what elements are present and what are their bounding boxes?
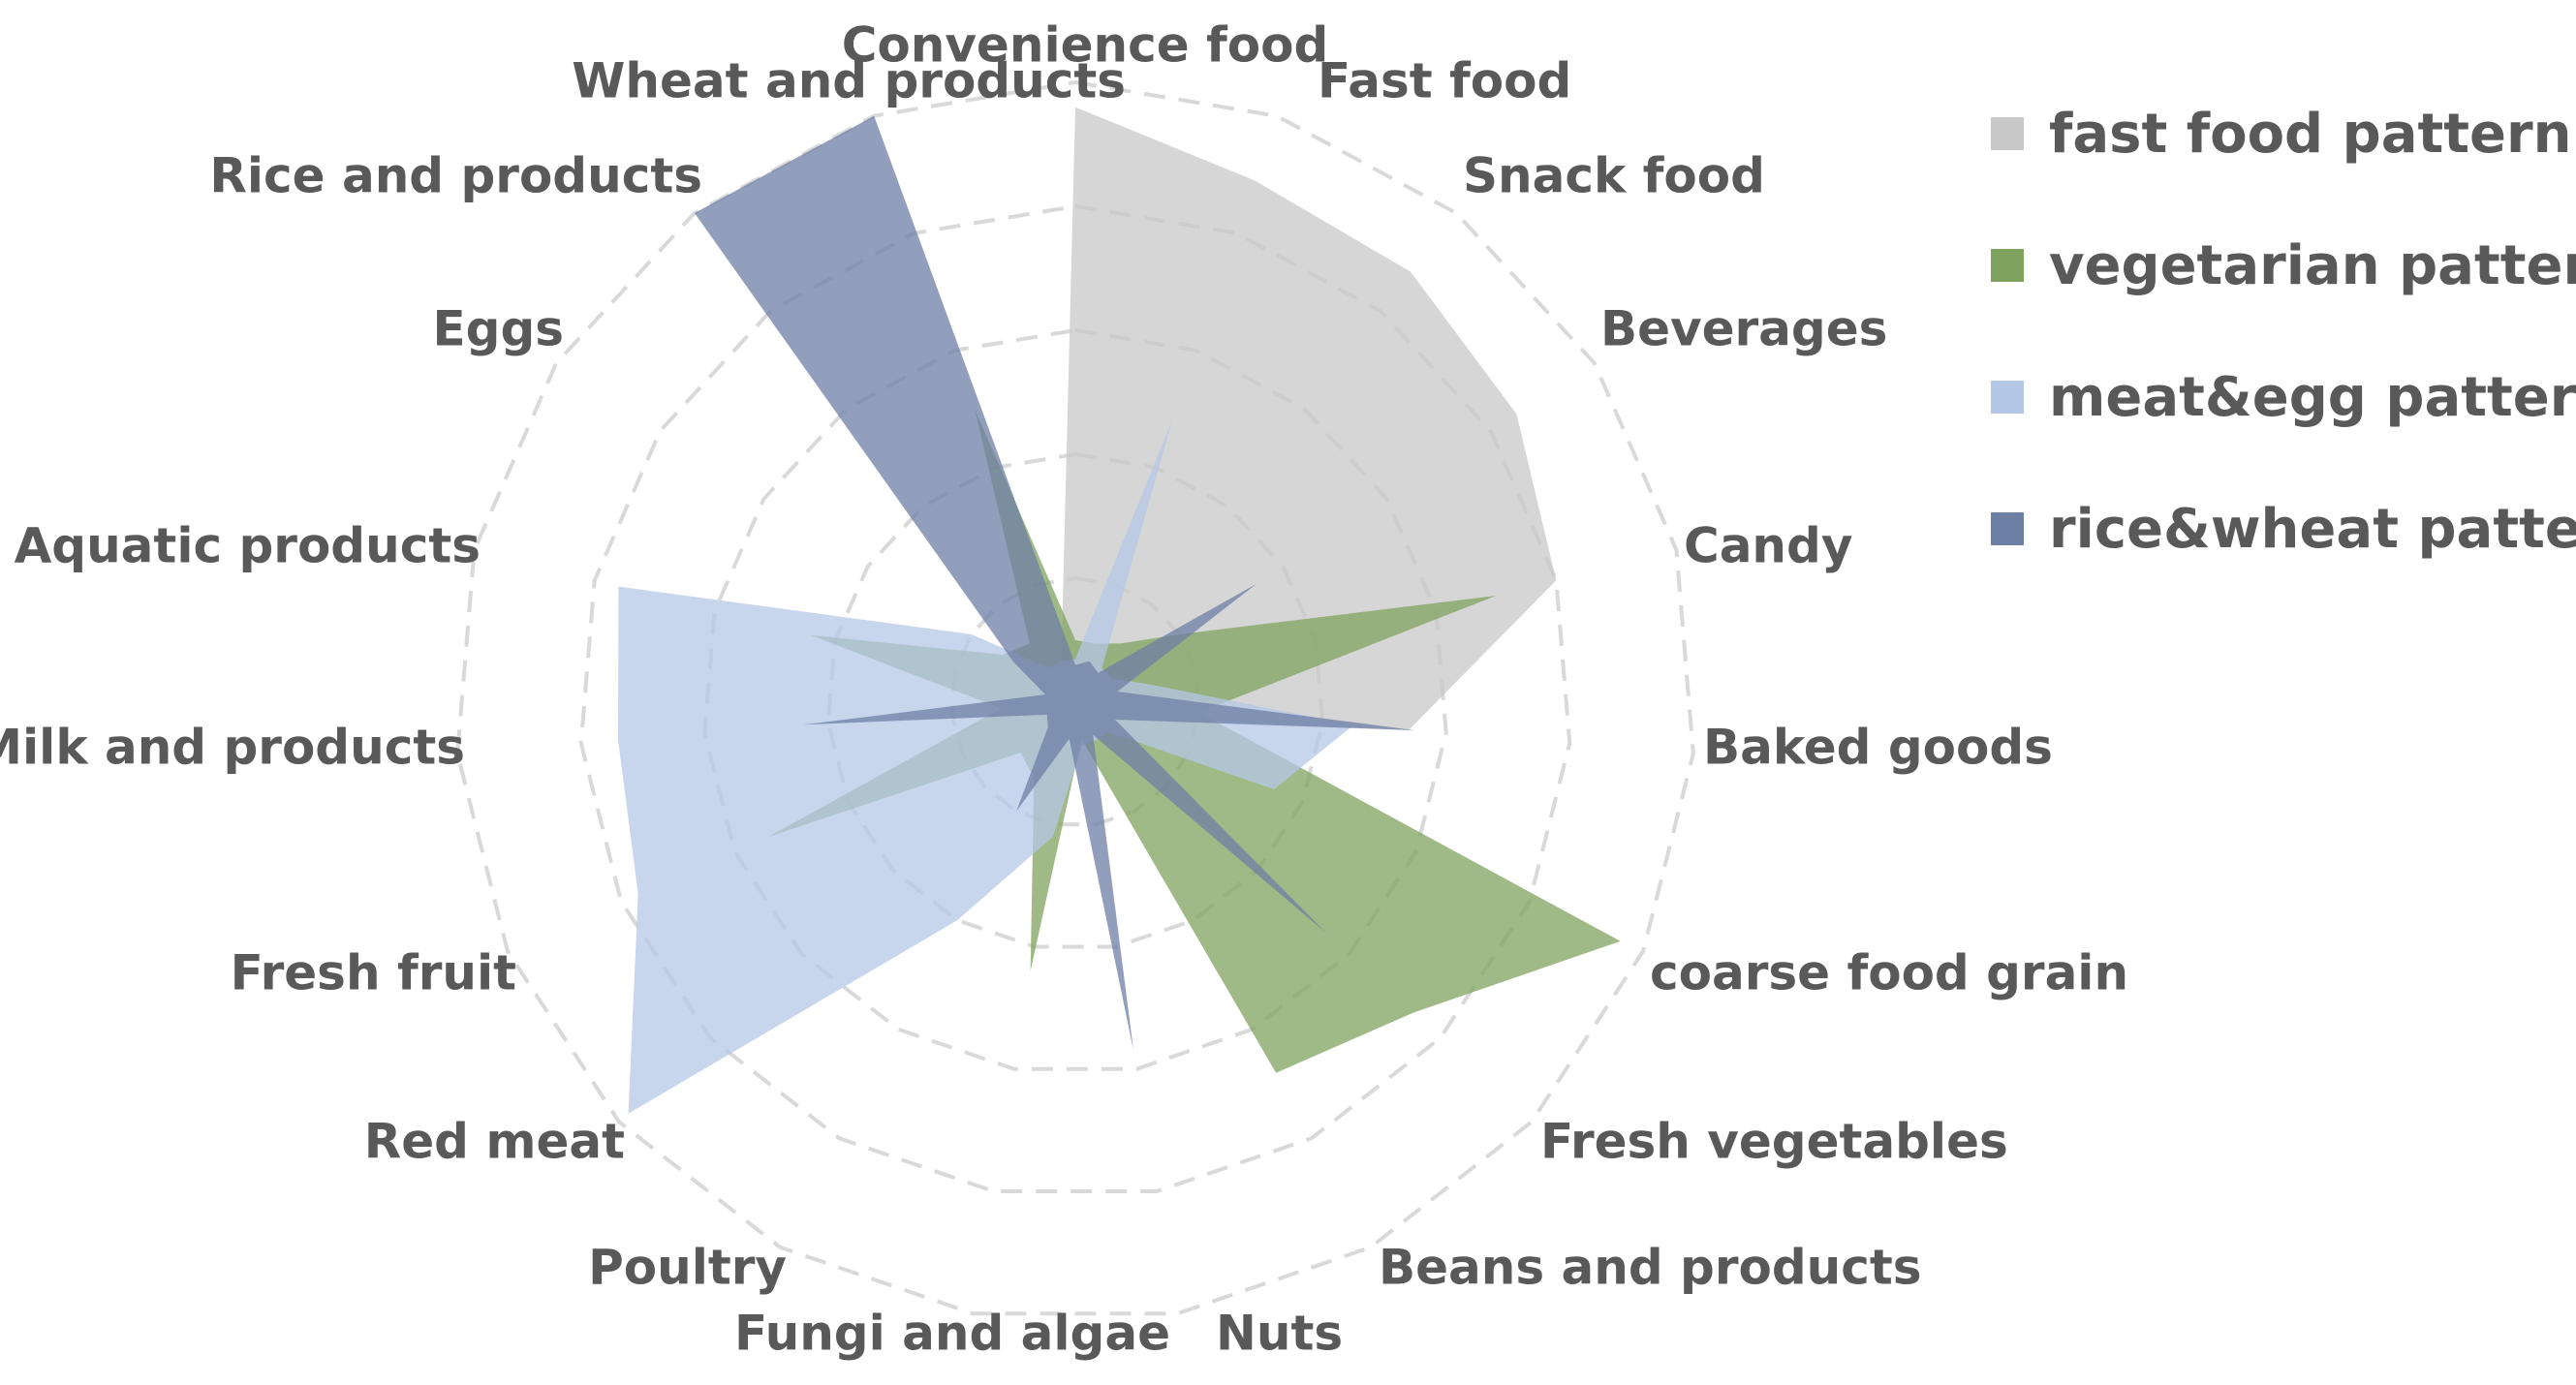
category-label-wheat-and-products: Wheat and products (572, 53, 1126, 109)
category-label-beans-and-products: Beans and products (1379, 1240, 1922, 1296)
grid-ring-5 (455, 79, 1695, 1316)
legend-label: meat&egg pattern (2049, 365, 2576, 429)
series-area-meat-and-egg-pattern (618, 420, 1354, 1114)
category-label-convenience-food: Convenience food (842, 17, 1329, 74)
legend-label: fast food pattern (2049, 102, 2572, 166)
legend-swatch (1991, 512, 2024, 545)
category-label-baked-goods: Baked goods (1703, 720, 2053, 776)
category-label-candy: Candy (1684, 518, 1852, 574)
legend-item-fast-food-pattern: fast food pattern (1991, 68, 2576, 200)
legend-swatch (1991, 117, 2024, 150)
radar-series (618, 107, 1621, 1114)
legend-swatch (1991, 249, 2024, 282)
category-label-milk-and-products: Milk and products (0, 720, 465, 776)
category-label-coarse-food-grain: coarse food grain (1650, 945, 2128, 1001)
category-label-fungi-and-algae: Fungi and algae (734, 1306, 1170, 1362)
legend-swatch (1991, 381, 2024, 414)
category-label-poultry: Poultry (588, 1240, 787, 1296)
category-label-eggs: Eggs (433, 301, 565, 357)
category-label-red-meat: Red meat (364, 1114, 625, 1170)
category-label-snack-food: Snack food (1463, 148, 1765, 204)
category-label-nuts: Nuts (1216, 1306, 1343, 1362)
chart-legend: fast food pattern vegetarian pattern meat&… (1991, 68, 2576, 595)
series-area-fast-food-pattern (1038, 107, 1557, 733)
grid-ring-4 (578, 203, 1572, 1194)
category-label-fresh-fruit: Fresh fruit (231, 945, 516, 1001)
legend-label: vegetarian pattern (2049, 233, 2576, 297)
category-label-aquatic-products: Aquatic products (15, 518, 481, 574)
category-label-rice-and-products: Rice and products (209, 148, 702, 204)
legend-item-rice-and-wheat-pattern: rice&wheat pattern (1991, 463, 2576, 595)
legend-item-meat-and-egg-pattern: meat&egg pattern (1991, 331, 2576, 463)
category-label-beverages: Beverages (1600, 301, 1887, 357)
legend-label: rice&wheat pattern (2049, 497, 2576, 561)
category-label-fresh-vegetables: Fresh vegetables (1540, 1114, 2008, 1170)
category-label-fast-food: Fast food (1318, 53, 1571, 109)
legend-item-vegetarian-pattern: vegetarian pattern (1991, 200, 2576, 331)
series-area-rice-and-wheat-pattern (694, 115, 1415, 1051)
